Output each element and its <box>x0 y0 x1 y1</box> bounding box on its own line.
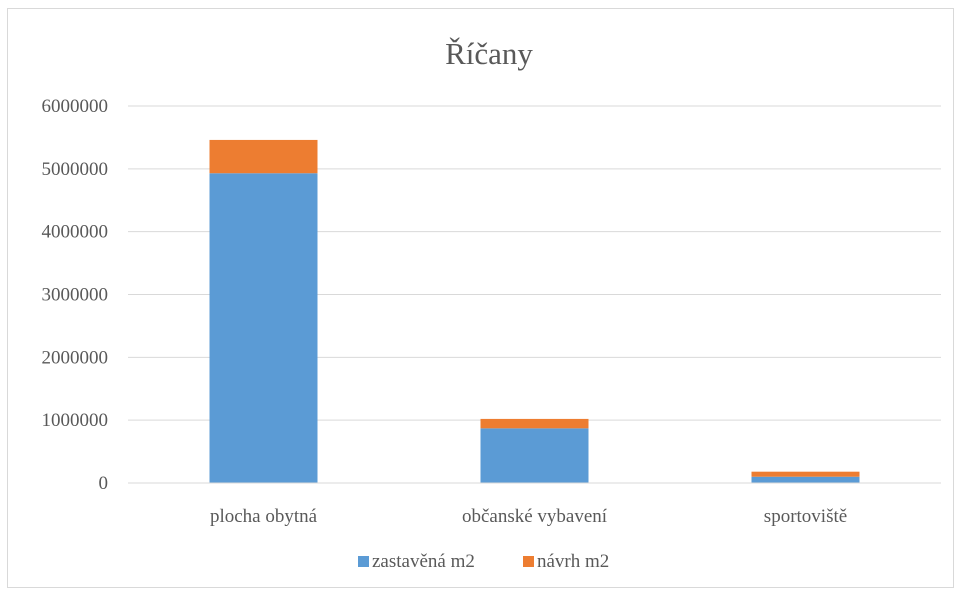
bar-zastavena-1 <box>480 428 589 483</box>
x-category-label: sportoviště <box>764 506 847 527</box>
chart-frame <box>7 8 954 588</box>
bars <box>128 139 941 484</box>
y-tick-label: 2000000 <box>42 347 109 368</box>
y-axis-ticks: 0 1000000 2000000 3000000 4000000 5000000 6000… <box>42 96 109 494</box>
legend-label: zastavěná m2 <box>372 551 475 572</box>
x-axis-categories: plocha obytná občanské vybavení sportovišt… <box>210 506 847 527</box>
chart-title: Říčany <box>445 36 533 71</box>
y-tick-label: 4000000 <box>42 222 109 243</box>
legend: zastavěná m2 návrh m2 <box>358 551 609 572</box>
y-tick-label: 6000000 <box>42 96 109 117</box>
y-tick-label: 3000000 <box>42 285 109 306</box>
y-tick-label: 5000000 <box>42 159 109 180</box>
y-tick-label: 1000000 <box>42 410 109 431</box>
legend-swatch <box>358 556 369 567</box>
bar-navrh-2 <box>751 471 860 477</box>
x-category-label: plocha obytná <box>210 506 318 527</box>
bar-navrh-0 <box>209 139 318 174</box>
y-tick-label: 0 <box>99 473 109 494</box>
bar-zastavena-2 <box>751 476 860 483</box>
legend-label: návrh m2 <box>537 551 609 572</box>
x-category-label: občanské vybavení <box>462 506 608 527</box>
bar-navrh-1 <box>480 418 589 429</box>
legend-swatch <box>523 556 534 567</box>
bar-zastavena-0 <box>209 173 318 483</box>
